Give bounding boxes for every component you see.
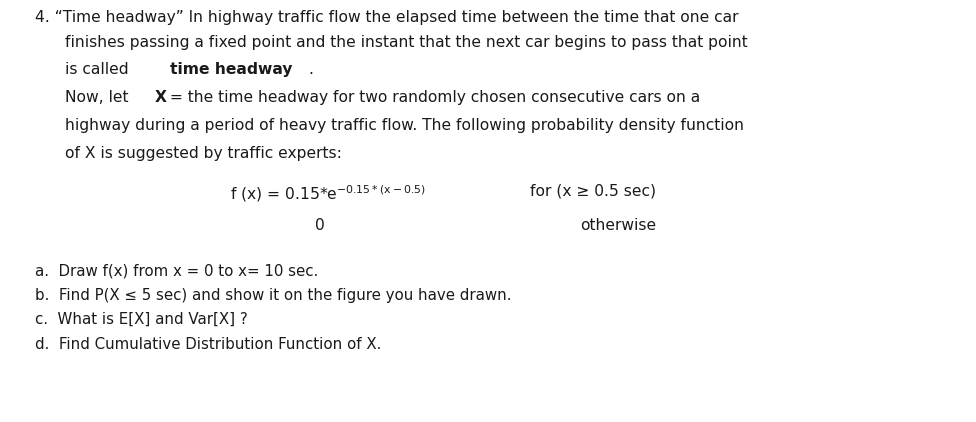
Text: highway during a period of heavy traffic flow. The following probability density: highway during a period of heavy traffic…: [65, 118, 744, 133]
Text: of X is suggested by traffic experts:: of X is suggested by traffic experts:: [65, 146, 342, 161]
Text: c.  What is E[X] and Var[X] ?: c. What is E[X] and Var[X] ?: [35, 312, 248, 327]
Text: .: .: [308, 62, 313, 77]
Text: b.  Find P(X ≤ 5 sec) and show it on the figure you have drawn.: b. Find P(X ≤ 5 sec) and show it on the …: [35, 288, 511, 303]
Text: d.  Find Cumulative Distribution Function of X.: d. Find Cumulative Distribution Function…: [35, 337, 382, 352]
Text: 0: 0: [315, 218, 325, 233]
Text: finishes passing a fixed point and the instant that the next car begins to pass : finishes passing a fixed point and the i…: [65, 35, 748, 50]
Text: 4. “Time headway” In highway traffic flow the elapsed time between the time that: 4. “Time headway” In highway traffic flo…: [35, 10, 739, 25]
Text: = the time headway for two randomly chosen consecutive cars on a: = the time headway for two randomly chos…: [165, 90, 700, 105]
Text: for (x ≥ 0.5 sec): for (x ≥ 0.5 sec): [530, 183, 656, 198]
Text: Now, let: Now, let: [65, 90, 134, 105]
Text: a.  Draw f(x) from x = 0 to x= 10 sec.: a. Draw f(x) from x = 0 to x= 10 sec.: [35, 263, 318, 278]
Text: X: X: [155, 90, 167, 105]
Text: time headway: time headway: [170, 62, 293, 77]
Text: is called: is called: [65, 62, 134, 77]
Text: otherwise: otherwise: [580, 218, 656, 233]
Text: f (x) = 0.15*e$\mathregular{^{-0.15*(x-0.5)}}$: f (x) = 0.15*e$\mathregular{^{-0.15*(x-0…: [230, 183, 426, 204]
